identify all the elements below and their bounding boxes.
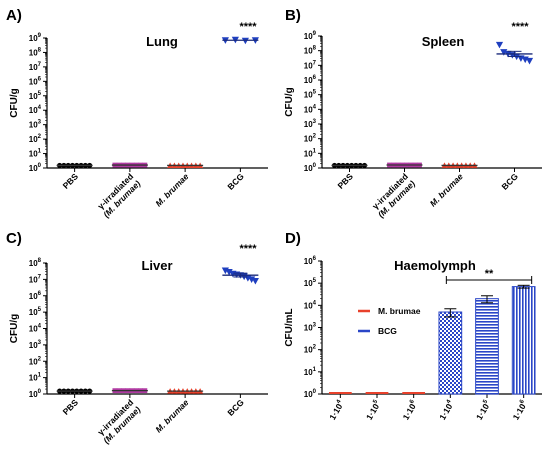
x-tick-label: 1·104 xyxy=(437,398,456,421)
panel-b: B) Spleen CFU/g 100 101 102 103 104 105 106 107 108… xyxy=(284,7,542,220)
y-tick-label: 108 xyxy=(29,258,42,268)
significance-stars: **** xyxy=(239,21,257,33)
significance-stars: ** xyxy=(485,268,494,280)
y-tick-label: 105 xyxy=(304,278,317,288)
y-tick-label: 100 xyxy=(29,163,42,173)
x-tick-label: 1·106 xyxy=(401,398,420,421)
y-tick-label: 100 xyxy=(304,389,317,399)
y-tick-label: 106 xyxy=(29,76,42,86)
y-tick-label: 108 xyxy=(29,47,42,57)
y-tick-label: 104 xyxy=(29,324,42,334)
y-tick-label: 100 xyxy=(29,389,42,399)
panel-letter: D) xyxy=(285,230,301,247)
bar-bcg xyxy=(475,298,499,395)
y-tick-label: 102 xyxy=(29,356,42,366)
y-tick-label: 108 xyxy=(304,46,317,56)
x-tick-label: PBS xyxy=(335,171,355,191)
legend: M. brumae BCG xyxy=(358,306,421,336)
x-tick-label: γ-irradiated(M. brumae) xyxy=(94,171,142,219)
panel-d: D) Haemolymph CFU/mL 100 101 102 103 104 105 106 1… xyxy=(284,230,542,422)
y-tick-label: 106 xyxy=(304,75,317,85)
x-tick-label: 1·105 xyxy=(364,398,383,421)
y-tick-label: 103 xyxy=(304,323,317,333)
significance-stars: **** xyxy=(239,243,257,255)
y-tick-label: 106 xyxy=(29,291,42,301)
y-axis-label: CFU/g xyxy=(9,88,20,117)
y-tick-label: 100 xyxy=(304,163,317,173)
panel-c: C) Liver CFU/g 100 101 102 103 104 105 106 107 108 P… xyxy=(6,230,268,446)
y-axis-label: CFU/mL xyxy=(284,308,295,346)
y-tick-label: 101 xyxy=(304,148,317,158)
y-tick-label: 109 xyxy=(29,33,42,43)
y-tick-label: 102 xyxy=(304,134,317,144)
x-tick-label: M. brumae xyxy=(428,171,465,208)
y-tick-label: 104 xyxy=(304,300,317,310)
y-tick-label: 103 xyxy=(29,340,42,350)
data-point xyxy=(500,49,508,56)
data-point xyxy=(225,269,233,276)
panel-letter: B) xyxy=(285,7,301,24)
x-tick-label: M. brumae xyxy=(153,171,190,208)
data-point xyxy=(241,37,249,45)
y-tick-label: 101 xyxy=(304,367,317,377)
legend-label-bcg: BCG xyxy=(378,326,397,336)
y-axis-label: CFU/g xyxy=(284,87,295,116)
y-tick-label: 102 xyxy=(29,134,42,144)
data-point xyxy=(525,57,534,65)
y-tick-label: 101 xyxy=(29,373,42,383)
x-tick-label: γ-irradiated(M. brumae) xyxy=(369,171,417,219)
y-tick-label: 104 xyxy=(29,105,42,115)
x-tick-label: BCG xyxy=(499,171,520,192)
legend-label-mbrumae: M. brumae xyxy=(378,306,421,316)
x-tick-label: BCG xyxy=(225,397,246,418)
x-tick-label: 1·104 xyxy=(327,398,346,421)
x-tick-label: PBS xyxy=(61,397,81,417)
data-point xyxy=(251,277,259,285)
panel-title: Haemolymph xyxy=(394,258,476,273)
x-tick-label: BCG xyxy=(225,171,246,192)
y-tick-label: 105 xyxy=(29,307,42,317)
panel-letter: C) xyxy=(6,230,22,247)
panel-title: Lung xyxy=(146,34,178,49)
y-tick-label: 107 xyxy=(29,62,42,72)
x-tick-label: PBS xyxy=(61,171,81,191)
panel-title: Liver xyxy=(141,258,172,273)
x-tick-label: γ-irradiated(M. brumae) xyxy=(94,397,142,445)
x-tick-label: 1·106 xyxy=(511,398,530,421)
y-tick-label: 107 xyxy=(29,274,42,284)
bar-bcg xyxy=(511,286,536,395)
y-tick-label: 102 xyxy=(304,345,317,355)
y-tick-label: 106 xyxy=(304,256,317,266)
y-tick-label: 103 xyxy=(29,120,42,130)
y-tick-label: 105 xyxy=(304,90,317,100)
y-tick-label: 104 xyxy=(304,104,317,114)
panel-letter: A) xyxy=(6,7,22,24)
y-tick-label: 103 xyxy=(304,119,317,129)
data-point xyxy=(495,41,504,49)
y-axis-label: CFU/g xyxy=(9,314,20,343)
bar-bcg xyxy=(438,311,463,395)
y-tick-label: 109 xyxy=(304,31,317,41)
x-tick-label: M. brumae xyxy=(153,397,190,434)
panel-a: A) Lung CFU/g 100 101 102 103 104 105 106 107 108 10… xyxy=(6,7,268,220)
y-tick-label: 105 xyxy=(29,91,42,101)
panel-title: Spleen xyxy=(422,34,465,49)
y-tick-label: 101 xyxy=(29,149,42,159)
y-tick-label: 107 xyxy=(304,60,317,70)
x-tick-label: 1·105 xyxy=(474,398,493,421)
significance-stars: **** xyxy=(511,21,529,33)
